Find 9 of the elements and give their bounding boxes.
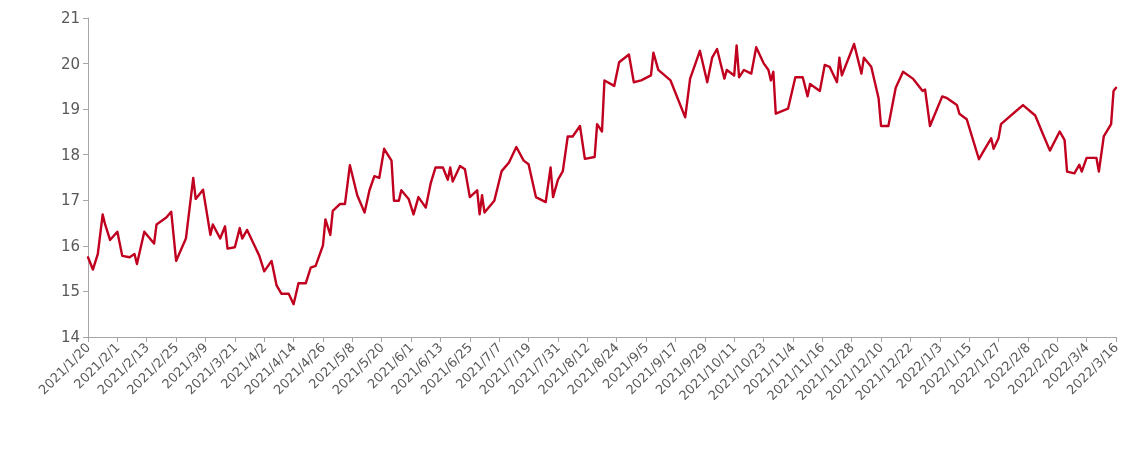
y-tick-label: 18: [60, 145, 80, 164]
y-tick-label: 15: [60, 282, 80, 301]
y-tick-label: 17: [60, 191, 80, 210]
line-series: [86, 42, 1118, 306]
y-tick-label: 19: [60, 100, 80, 119]
y-tick-label: 20: [60, 54, 80, 73]
y-tick-label: 16: [60, 236, 80, 255]
y-tick-label: 21: [60, 9, 80, 27]
y-tick-label: 14: [60, 328, 80, 346]
